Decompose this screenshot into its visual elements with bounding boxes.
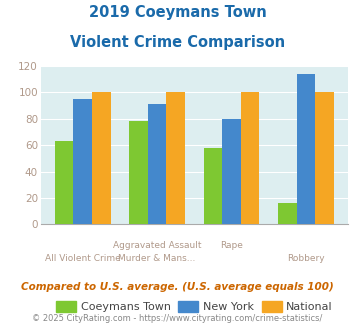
Bar (278, 203, 297, 224)
Bar (55, 141, 73, 224)
Text: Rape: Rape (220, 241, 243, 250)
Bar (315, 92, 334, 224)
Bar (222, 119, 241, 224)
Text: Murder & Mans...: Murder & Mans... (119, 253, 196, 263)
Bar (166, 92, 185, 224)
Text: © 2025 CityRating.com - https://www.cityrating.com/crime-statistics/: © 2025 CityRating.com - https://www.city… (32, 314, 323, 323)
Text: 2019 Coeymans Town: 2019 Coeymans Town (89, 5, 266, 20)
Bar (92, 92, 111, 224)
Text: Compared to U.S. average. (U.S. average equals 100): Compared to U.S. average. (U.S. average … (21, 282, 334, 292)
Text: Violent Crime Comparison: Violent Crime Comparison (70, 35, 285, 50)
Text: All Violent Crime: All Violent Crime (45, 253, 121, 263)
Bar (73, 99, 92, 224)
Bar (129, 121, 148, 224)
Bar (204, 148, 222, 224)
Text: Robbery: Robbery (287, 253, 325, 263)
Bar (148, 104, 166, 224)
Bar (297, 74, 315, 224)
Text: Aggravated Assault: Aggravated Assault (113, 241, 201, 250)
Legend: Coeymans Town, New York, National: Coeymans Town, New York, National (52, 296, 337, 316)
Bar (241, 92, 260, 224)
